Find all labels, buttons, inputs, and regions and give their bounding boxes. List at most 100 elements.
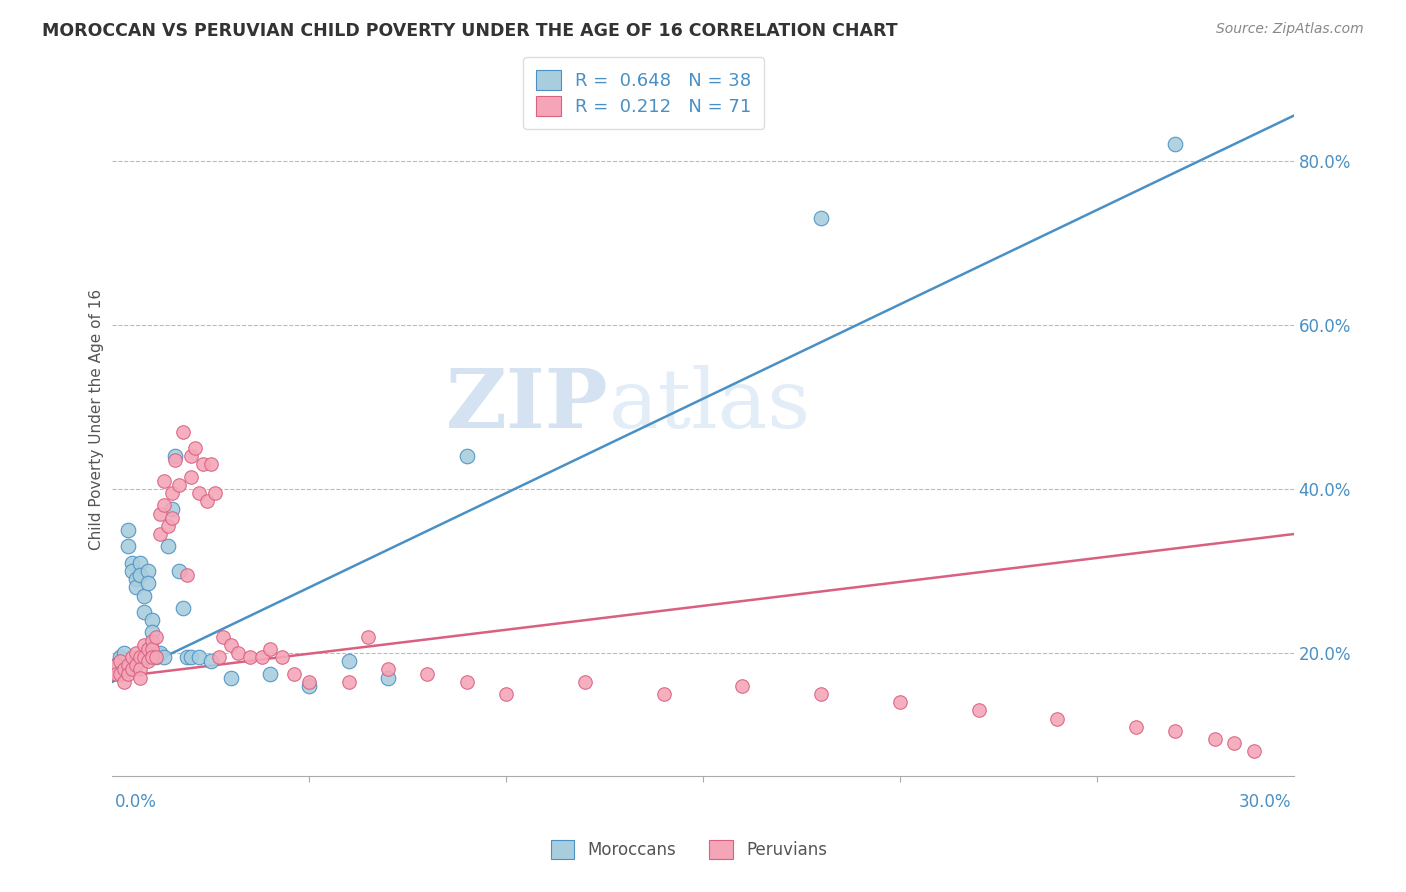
Point [180, 469, 202, 483]
Point [132, 605, 155, 619]
Point [169, 564, 191, 578]
Point [112, 674, 135, 689]
Point [117, 523, 139, 537]
Point [731, 679, 754, 693]
Text: 0.0%: 0.0% [115, 793, 157, 811]
Point [652, 687, 675, 701]
Point [149, 646, 172, 660]
Point [1223, 736, 1246, 750]
Point [105, 658, 128, 673]
Point [1243, 744, 1265, 758]
Point [180, 650, 202, 665]
Text: Source: ZipAtlas.com: Source: ZipAtlas.com [1216, 22, 1364, 37]
Point [129, 568, 152, 582]
Point [136, 654, 159, 668]
Legend: R =  0.648   N = 38, R =  0.212   N = 71: R = 0.648 N = 38, R = 0.212 N = 71 [523, 57, 765, 128]
Point [145, 630, 167, 644]
Point [200, 654, 222, 668]
Point [145, 650, 167, 665]
Point [204, 486, 226, 500]
Point [121, 650, 143, 665]
Point [125, 572, 148, 586]
Point [180, 449, 202, 463]
Point [810, 211, 832, 226]
Point [810, 687, 832, 701]
Point [1046, 712, 1069, 726]
Point [176, 568, 198, 582]
Point [337, 674, 360, 689]
Point [357, 630, 380, 644]
Point [184, 441, 207, 455]
Point [250, 650, 273, 665]
Point [172, 600, 194, 615]
Point [129, 671, 152, 685]
Point [152, 499, 174, 513]
Point [125, 581, 148, 595]
Point [176, 650, 198, 665]
Point [136, 576, 159, 591]
Point [188, 486, 211, 500]
Point [141, 650, 163, 665]
Point [169, 478, 191, 492]
Point [129, 556, 152, 570]
Point [239, 650, 262, 665]
Point [105, 658, 128, 673]
Point [283, 666, 305, 681]
Point [125, 658, 148, 673]
Point [967, 703, 990, 717]
Point [195, 494, 218, 508]
Point [259, 641, 281, 656]
Point [141, 613, 163, 627]
Point [165, 449, 187, 463]
Point [298, 679, 321, 693]
Text: ZIP: ZIP [446, 365, 609, 445]
Point [574, 674, 596, 689]
Point [145, 646, 167, 660]
Point [228, 646, 250, 660]
Point [298, 674, 321, 689]
Point [121, 662, 143, 676]
Point [456, 674, 478, 689]
Point [141, 633, 163, 648]
Point [165, 453, 187, 467]
Point [1164, 137, 1187, 152]
Point [141, 641, 163, 656]
Point [152, 650, 174, 665]
Point [136, 641, 159, 656]
Point [149, 527, 172, 541]
Point [156, 519, 179, 533]
Point [208, 650, 231, 665]
Point [337, 654, 360, 668]
Point [132, 589, 155, 603]
Point [160, 502, 183, 516]
Point [1164, 723, 1187, 738]
Point [125, 646, 148, 660]
Point [132, 638, 155, 652]
Point [160, 510, 183, 524]
Point [152, 474, 174, 488]
Point [110, 654, 132, 668]
Text: atlas: atlas [609, 365, 811, 445]
Point [416, 666, 439, 681]
Point [117, 540, 139, 554]
Point [136, 564, 159, 578]
Point [141, 625, 163, 640]
Point [219, 638, 242, 652]
Point [110, 666, 132, 681]
Legend: Moroccans, Peruvians: Moroccans, Peruvians [544, 834, 834, 866]
Point [377, 671, 399, 685]
Point [219, 671, 242, 685]
Point [105, 666, 128, 681]
Text: 30.0%: 30.0% [1239, 793, 1291, 811]
Point [117, 666, 139, 681]
Text: MOROCCAN VS PERUVIAN CHILD POVERTY UNDER THE AGE OF 16 CORRELATION CHART: MOROCCAN VS PERUVIAN CHILD POVERTY UNDER… [42, 22, 898, 40]
Point [129, 662, 152, 676]
Point [191, 458, 214, 472]
Point [259, 666, 281, 681]
Point [149, 507, 172, 521]
Point [172, 425, 194, 439]
Point [1125, 720, 1147, 734]
Point [145, 650, 167, 665]
Point [121, 556, 143, 570]
Point [156, 540, 179, 554]
